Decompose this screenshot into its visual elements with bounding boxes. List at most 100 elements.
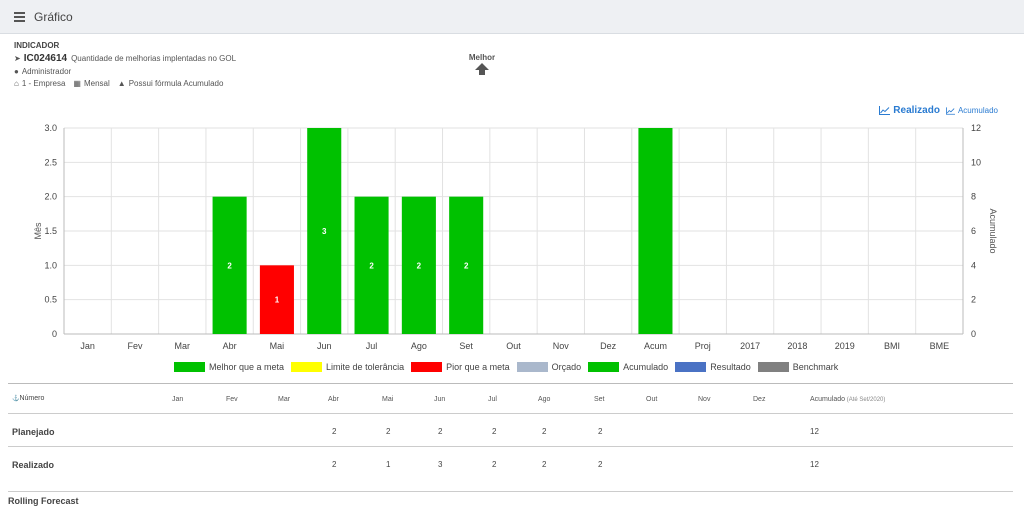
table-row: Realizado 2 1 3 2 2 2 12 [8,446,1013,479]
x-tick-label: Ago [411,341,427,351]
line-chart-icon [945,106,955,115]
column-header: Jul [488,396,497,403]
legend-swatch [675,362,707,372]
x-tick-label: Set [459,341,473,351]
column-header: Out [646,396,658,403]
hamburger-menu-icon[interactable] [14,12,25,22]
y2-axis-title: Acumulado [988,208,998,253]
y-tick-label: 0.5 [44,295,57,305]
bar-data-label: 1 [275,296,280,305]
column-header: Set [594,396,605,403]
x-tick-label: 2018 [787,341,807,351]
legend-swatch [411,362,443,372]
row-label: Realizado [12,460,55,470]
bar-jul [354,196,389,334]
legend-item[interactable]: Limite de tolerância [291,362,404,372]
table-cell: 3 [438,460,443,469]
table-cell: 1 [386,460,391,469]
indicator-formula: Possui fórmula Acumulado [128,79,224,88]
y-tick-label: 3.0 [44,123,57,133]
legend-label: Resultado [710,362,751,372]
table-cell: 12 [810,427,819,436]
legend-item[interactable]: Melhor que a meta [174,362,284,372]
bar-ago [401,196,436,334]
column-header: Acumulado (Até Set/2020) [810,396,886,403]
location-arrow-icon: ➤ [14,54,21,63]
bar-data-label: 2 [369,261,374,270]
y2-tick-label: 8 [971,192,976,202]
legend-item[interactable]: Benchmark [757,362,839,372]
table-cell: 2 [492,427,497,436]
table-head-cell: ⚓Número [12,395,44,402]
x-tick-label: Jul [366,341,378,351]
y2-tick-label: 6 [971,226,976,236]
table-cell: 2 [598,427,603,436]
x-tick-label: Nov [553,341,570,351]
bar-jun [307,128,342,334]
legend-label: Benchmark [792,362,839,372]
x-tick-label: Mai [270,341,285,351]
arrow-up-icon [475,63,489,75]
acumulado-link[interactable]: Acumulado [957,106,998,115]
y-tick-label: 1.5 [44,226,57,236]
acumulado-note: (Até Set/2020) [845,397,886,403]
better-label: Melhor [468,53,496,62]
bar-acum [638,128,673,334]
indicator-code: IC024614 [23,53,68,64]
table-cell: 2 [542,427,547,436]
rolling-forecast-row: Rolling Forecast [8,491,1013,506]
chart-legend: Melhor que a meta Limite de tolerância Pio… [174,362,845,372]
legend-label: Melhor que a meta [209,362,285,372]
y2-tick-label: 12 [971,123,981,133]
legend-label: Acumulado [623,362,669,372]
x-tick-label: 2019 [835,341,855,351]
y2-tick-label: 4 [971,260,976,270]
realizado-link[interactable]: Realizado [893,105,940,116]
table-head-label: Número [19,395,45,402]
y-tick-label: 2.0 [44,192,57,202]
indicator-label: INDICADOR [14,41,60,50]
x-tick-label: Fev [127,341,143,351]
legend-swatch [588,362,620,372]
column-header: Nov [698,396,711,403]
table-cell: 2 [492,460,497,469]
table-cell: 2 [542,460,547,469]
table-cell: 2 [332,427,337,436]
legend-item[interactable]: Acumulado [588,362,668,372]
bar-data-label: 2 [227,261,232,270]
table-row: Planejado 2 2 2 2 2 2 12 [8,413,1013,446]
legend-label: Orçado [551,362,582,372]
indicator-company: 1 - Empresa [21,79,66,88]
y-tick-label: 1.0 [44,260,57,270]
bar-abr [212,196,247,334]
bar-set [449,196,484,334]
table-cell: 12 [810,460,819,469]
y2-tick-label: 2 [971,295,976,305]
table-header: ⚓Número Jan Fev Mar Abr Mai Jun Jul Ago Set Out Nov… [8,383,1013,413]
indicator-info: INDICADOR ➤ IC024614 Quantidade de melho… [14,41,236,88]
page-title: Gráfico [34,10,73,24]
home-icon: ⌂ [14,79,19,88]
bar-data-label: 2 [417,261,422,270]
x-tick-label: BMI [884,341,900,351]
x-tick-label: 2017 [740,341,760,351]
column-header: Mai [382,396,394,403]
table-cell: 2 [386,427,391,436]
x-tick-label: Mar [175,341,191,351]
bar-mai [259,265,294,334]
table-cell: 2 [438,427,443,436]
line-chart-icon [879,106,891,115]
x-tick-label: Proj [695,341,711,351]
legend-item[interactable]: Orçado [516,362,582,372]
y-tick-label: 2.5 [44,157,57,167]
legend-item[interactable]: Resultado [675,362,751,372]
legend-item[interactable]: Pior que a meta [411,362,510,372]
chart-view-links: Realizado Acumulado [879,105,998,116]
user-icon: ● [14,67,19,76]
column-header: Abr [328,396,339,403]
values-table: ⚓Número Jan Fev Mar Abr Mai Jun Jul Ago Set Out Nov… [8,383,1013,479]
x-tick-label: Jan [80,341,95,351]
column-header: Jun [434,396,446,403]
legend-swatch [757,362,789,372]
rolling-forecast-label: Rolling Forecast [8,496,79,506]
